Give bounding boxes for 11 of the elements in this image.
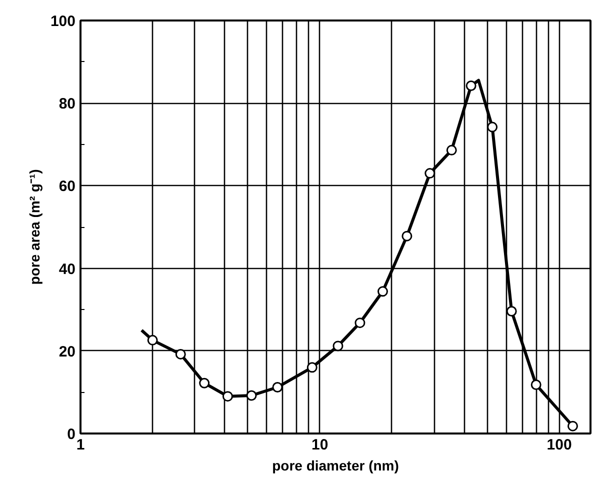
x-tick-label: 10 <box>312 436 328 454</box>
y-tick-label: 0 <box>67 426 76 443</box>
y-tick-label: 40 <box>58 260 76 278</box>
y-axis-title: pore area (m² g⁻¹) <box>26 169 42 285</box>
y-tick-label: 100 <box>50 13 76 30</box>
y-tick-label: 80 <box>58 96 76 113</box>
x-axis-title: pore diameter (nm) <box>272 458 399 474</box>
y-tick-label: 60 <box>58 178 76 196</box>
x-tick-label: 1 <box>76 436 85 454</box>
x-tick-label: 100 <box>546 436 572 454</box>
y-tick-label: 20 <box>58 343 76 360</box>
